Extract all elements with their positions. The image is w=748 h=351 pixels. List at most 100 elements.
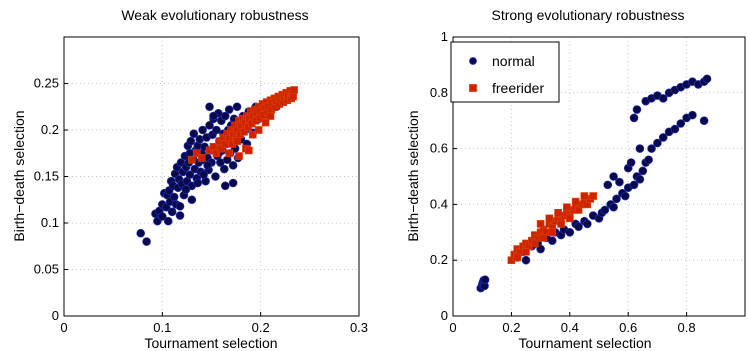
point-normal <box>615 177 624 187</box>
point-freerider <box>290 86 298 94</box>
point-normal <box>169 192 179 202</box>
point-normal <box>219 164 229 174</box>
point-normal <box>142 237 151 246</box>
point-freerider <box>225 149 233 158</box>
point-normal <box>189 129 199 139</box>
point-normal <box>653 138 662 148</box>
point-freerider <box>571 197 580 206</box>
x-tick-label: 0.6 <box>619 320 637 335</box>
point-freerider <box>545 214 554 223</box>
y-tick-label: 0.2 <box>430 252 448 267</box>
x-tick-label: 0 <box>60 320 67 335</box>
point-freerider <box>557 220 565 228</box>
legend-box <box>450 41 560 103</box>
y-tick-label: 0.05 <box>34 262 59 277</box>
point-normal <box>600 205 610 215</box>
point-normal <box>574 222 583 232</box>
y-axis-label: Birth−death selection <box>405 110 421 241</box>
point-freerider <box>188 155 196 164</box>
point-freerider <box>522 248 530 256</box>
legend: normal freerider <box>450 41 560 103</box>
point-normal <box>635 174 645 184</box>
point-normal <box>203 161 212 170</box>
point-normal <box>181 185 191 194</box>
point-normal <box>205 102 214 112</box>
x-ticks: 0 0.2 0.4 0.6 0.8 <box>449 312 696 335</box>
point-normal <box>209 111 218 121</box>
point-normal <box>629 180 639 190</box>
point-normal <box>232 102 242 112</box>
point-normal <box>676 119 686 128</box>
point-freerider <box>254 126 263 134</box>
point-normal <box>629 113 639 123</box>
point-normal <box>193 178 203 188</box>
y-tick-label: 0.15 <box>34 169 59 184</box>
x-axis-label: Tournament selection <box>518 335 651 351</box>
point-normal <box>167 207 177 217</box>
point-normal <box>565 228 575 237</box>
point-normal <box>228 178 238 188</box>
point-freerider <box>212 149 221 158</box>
y-tick-label: 0.4 <box>430 196 448 211</box>
point-freerider <box>289 92 297 101</box>
legend-label-freerider: freerider <box>492 80 544 96</box>
point-normal <box>638 166 648 176</box>
y-tick-label: 0.2 <box>41 122 59 137</box>
x-tick-label: 0.8 <box>678 320 696 335</box>
data-points <box>476 74 712 293</box>
point-normal <box>136 228 145 238</box>
legend-marker-normal <box>469 57 477 65</box>
point-freerider <box>536 220 545 228</box>
point-freerider <box>261 118 270 127</box>
y-tick-label: 0.25 <box>34 76 59 91</box>
point-normal <box>199 170 208 179</box>
point-normal <box>228 161 238 170</box>
x-tick-label: 0.3 <box>350 320 368 335</box>
point-normal <box>603 180 613 190</box>
point-normal <box>205 121 214 130</box>
point-freerider <box>249 130 257 139</box>
point-normal <box>211 172 220 181</box>
y-ticks: 0 0.2 0.4 0.6 0.8 1 <box>430 29 457 323</box>
y-tick-label: 0.6 <box>430 141 448 156</box>
point-normal <box>224 105 234 114</box>
point-freerider <box>217 144 226 153</box>
point-freerider <box>565 214 574 223</box>
point-normal <box>198 125 207 135</box>
y-tick-label: 0 <box>441 308 448 323</box>
point-normal <box>583 219 592 229</box>
x-tick-label: 0.2 <box>502 320 520 335</box>
chart-title: Weak evolutionary robustness <box>121 7 308 23</box>
point-normal <box>702 74 712 84</box>
point-normal <box>212 125 221 135</box>
point-freerider <box>554 208 562 217</box>
point-normal <box>186 136 196 146</box>
x-ticks: 0 0.1 0.2 0.3 <box>60 312 368 335</box>
point-normal <box>632 105 642 114</box>
plot-frame <box>452 36 746 317</box>
point-freerider <box>548 228 557 237</box>
point-normal <box>688 110 697 120</box>
point-normal <box>699 116 709 125</box>
point-normal <box>220 111 230 121</box>
point-freerider <box>240 128 248 136</box>
point-normal <box>158 212 167 221</box>
point-normal <box>536 244 545 254</box>
chart-title: Strong evolutionary robustness <box>492 7 685 23</box>
point-normal <box>185 170 195 179</box>
point-freerider <box>235 152 243 160</box>
point-normal <box>626 158 636 167</box>
point-normal <box>647 144 656 153</box>
point-normal <box>670 124 680 134</box>
point-freerider <box>192 149 201 158</box>
point-freerider <box>563 203 571 211</box>
y-ticks: 0 0.05 0.1 0.15 0.2 0.25 <box>34 76 68 323</box>
point-normal <box>480 275 490 285</box>
y-axis-label: Birth−death selection <box>11 110 27 241</box>
point-normal <box>609 202 618 212</box>
x-tick-label: 0.4 <box>561 320 579 335</box>
point-freerider <box>580 192 589 200</box>
point-normal <box>175 201 185 211</box>
point-freerider <box>233 137 241 145</box>
